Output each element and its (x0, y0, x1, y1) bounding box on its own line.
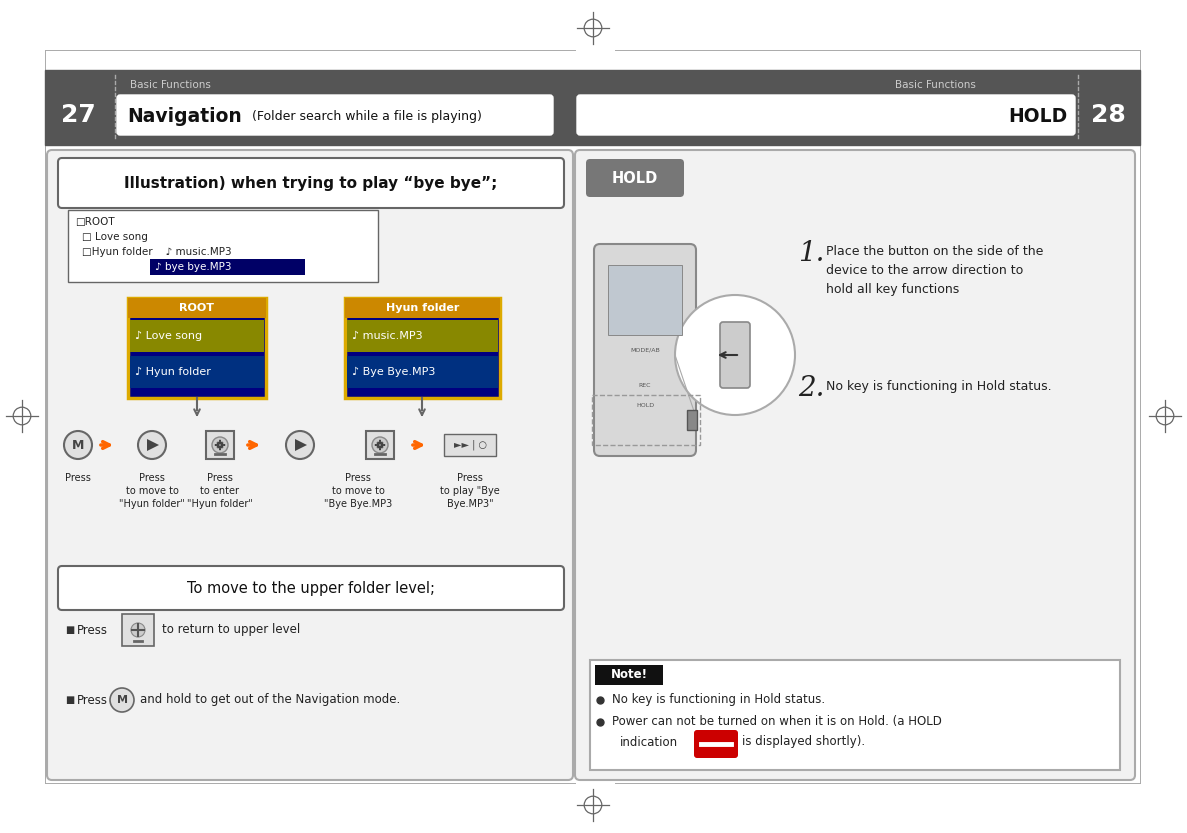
Text: Press
to play "Bye
Bye.MP3": Press to play "Bye Bye.MP3" (440, 473, 500, 510)
FancyBboxPatch shape (694, 730, 738, 758)
Text: ■: ■ (65, 695, 75, 705)
Bar (345, 298, 500, 398)
Circle shape (138, 431, 166, 459)
Text: □Hyun folder    ♪ music.MP3: □Hyun folder ♪ music.MP3 (82, 247, 231, 257)
FancyBboxPatch shape (47, 150, 573, 780)
Circle shape (675, 295, 795, 415)
FancyBboxPatch shape (58, 566, 564, 610)
Text: to return to upper level: to return to upper level (161, 623, 300, 636)
Circle shape (64, 431, 93, 459)
Bar (595, 665, 664, 685)
Text: Press: Press (77, 623, 108, 636)
Text: HOLD: HOLD (611, 171, 658, 186)
Text: ♪ Bye Bye.MP3: ♪ Bye Bye.MP3 (353, 367, 436, 377)
Text: REC: REC (639, 382, 652, 387)
Text: Press
to move to
"Hyun folder": Press to move to "Hyun folder" (119, 473, 185, 510)
FancyBboxPatch shape (58, 158, 564, 208)
Text: 2.: 2. (798, 375, 825, 402)
Bar (366, 431, 394, 459)
Text: Press
to enter
"Hyun folder": Press to enter "Hyun folder" (188, 473, 253, 510)
Text: ROOT: ROOT (179, 303, 215, 313)
Bar (128, 298, 266, 318)
Circle shape (212, 437, 228, 453)
Bar (347, 320, 499, 352)
Text: ♪ Love song: ♪ Love song (135, 331, 202, 341)
Text: ►► | ○: ►► | ○ (453, 440, 487, 451)
Text: Basic Functions: Basic Functions (895, 80, 976, 90)
Circle shape (110, 688, 134, 712)
Text: ♪ Hyun folder: ♪ Hyun folder (135, 367, 211, 377)
Bar (150, 259, 305, 275)
Bar (131, 356, 264, 388)
Text: ♪ bye bye.MP3: ♪ bye bye.MP3 (155, 262, 231, 272)
Text: □ Love song: □ Love song (82, 232, 148, 242)
Text: and hold to get out of the Navigation mode.: and hold to get out of the Navigation mo… (140, 694, 400, 706)
Bar (68, 210, 377, 282)
Polygon shape (147, 439, 159, 451)
Text: 28: 28 (1091, 103, 1125, 127)
Text: Press: Press (77, 694, 108, 706)
Bar (122, 614, 154, 646)
Text: Press
to move to
"Bye Bye.MP3: Press to move to "Bye Bye.MP3 (324, 473, 392, 510)
Text: Navigation: Navigation (127, 107, 242, 126)
Bar (687, 410, 697, 430)
Circle shape (286, 431, 315, 459)
Text: MODE/AB: MODE/AB (630, 347, 660, 352)
Bar (592, 395, 700, 445)
Text: Hyun folder: Hyun folder (386, 303, 459, 313)
Text: Power can not be turned on when it is on Hold. (a HOLD: Power can not be turned on when it is on… (612, 716, 941, 729)
Text: (Folder search while a file is playing): (Folder search while a file is playing) (248, 109, 482, 122)
FancyBboxPatch shape (586, 159, 684, 197)
Text: HOLD: HOLD (636, 402, 654, 407)
FancyBboxPatch shape (575, 150, 1135, 780)
Text: Place the button on the side of the
device to the arrow direction to
hold all ke: Place the button on the side of the devi… (826, 245, 1043, 296)
Bar (207, 431, 234, 459)
Polygon shape (296, 439, 307, 451)
Text: HOLD: HOLD (1009, 107, 1068, 126)
Text: is displayed shortly).: is displayed shortly). (742, 736, 865, 749)
Bar (608, 265, 683, 335)
Bar (590, 660, 1121, 770)
Bar (45, 70, 1140, 145)
Text: Illustration) when trying to play “bye bye”;: Illustration) when trying to play “bye b… (125, 176, 497, 191)
Text: 1.: 1. (798, 240, 825, 267)
Circle shape (131, 623, 145, 637)
Text: Note!: Note! (610, 669, 647, 681)
Circle shape (372, 437, 388, 453)
Text: M: M (71, 438, 84, 451)
Text: Press: Press (65, 473, 91, 483)
FancyBboxPatch shape (594, 244, 696, 456)
Text: 27: 27 (61, 103, 95, 127)
Bar (128, 298, 266, 398)
Text: No key is functioning in Hold status.: No key is functioning in Hold status. (826, 380, 1052, 393)
Bar (131, 320, 264, 352)
FancyBboxPatch shape (118, 95, 553, 135)
FancyBboxPatch shape (577, 95, 1075, 135)
Bar (347, 356, 499, 388)
Text: ■: ■ (65, 625, 75, 635)
Text: M: M (116, 695, 127, 705)
FancyBboxPatch shape (721, 322, 750, 388)
Bar (444, 434, 496, 456)
Text: □ROOT: □ROOT (75, 217, 115, 227)
Text: Basic Functions: Basic Functions (131, 80, 211, 90)
Bar (345, 298, 500, 318)
Text: ♪ music.MP3: ♪ music.MP3 (353, 331, 423, 341)
Text: To move to the upper folder level;: To move to the upper folder level; (188, 581, 434, 596)
Text: No key is functioning in Hold status.: No key is functioning in Hold status. (612, 694, 825, 706)
Text: indication: indication (620, 736, 678, 749)
